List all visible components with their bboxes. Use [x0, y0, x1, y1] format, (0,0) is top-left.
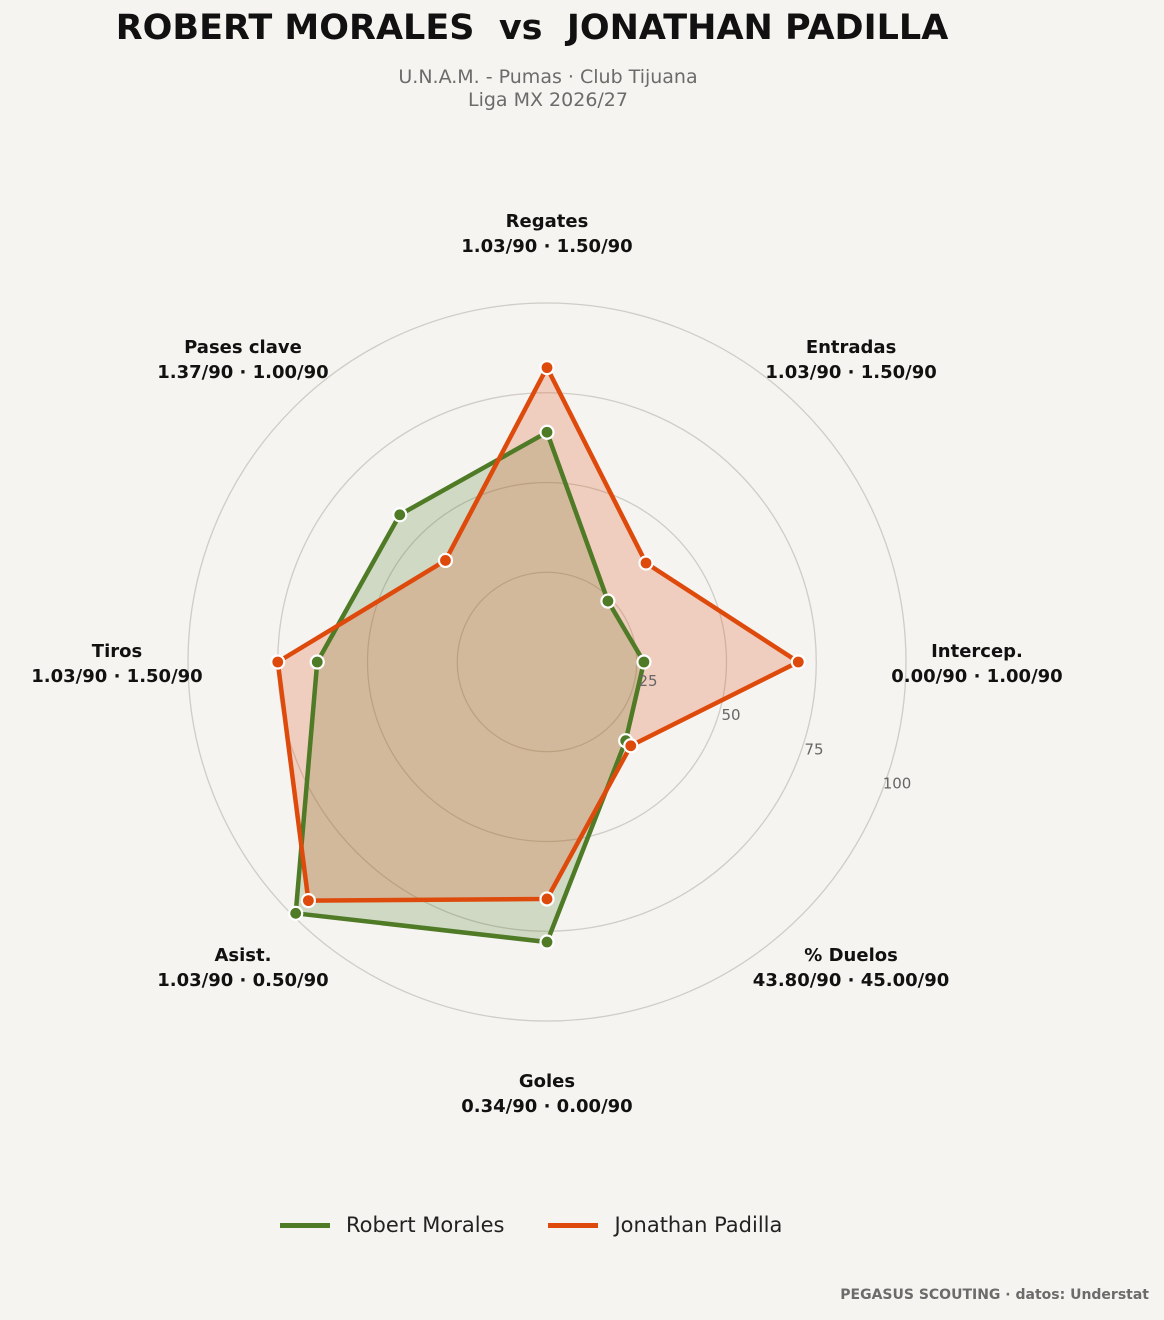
axis-values-duelos: 43.80/90 · 45.00/90 [753, 970, 950, 991]
axis-values-pases-clave: 1.37/90 · 1.00/90 [157, 362, 328, 383]
series-2-point-7 [270, 654, 286, 670]
axis-label-asist: Asist. [214, 945, 271, 966]
legend-label-series-2: Jonathan Padilla [614, 1213, 783, 1237]
series-2-point-2 [638, 555, 654, 571]
axis-values-asist: 1.03/90 · 0.50/90 [157, 970, 328, 991]
legend-swatch-series-2 [548, 1222, 599, 1228]
series-2-point-5 [539, 891, 555, 907]
series-area-1 [295, 432, 644, 943]
radial-tick-label-50: 50 [721, 706, 740, 724]
axis-label-goles: Goles [519, 1071, 575, 1092]
series-2-point-1 [539, 360, 555, 376]
axis-label-regates: Regates [506, 211, 589, 232]
series-2-point-6 [300, 893, 316, 909]
legend-swatch-series-1 [280, 1222, 330, 1228]
axis-values-intercep: 0.00/90 · 1.00/90 [891, 666, 1062, 687]
radial-tick-label-25: 25 [638, 672, 657, 690]
series-1-point-5 [539, 934, 555, 950]
chart-legend: Robert Morales Jonathan Padilla [280, 1210, 826, 1240]
axis-label-intercep: Intercep. [931, 641, 1023, 662]
series-area-2 [277, 367, 799, 901]
axis-label-entradas: Entradas [806, 337, 896, 358]
axis-label-tiros: Tiros [92, 641, 142, 662]
axis-values-goles: 0.34/90 · 0.00/90 [461, 1096, 632, 1117]
radial-tick-label-100: 100 [883, 774, 912, 792]
series-2-point-3 [790, 654, 806, 670]
axis-label-duelos: % Duelos [804, 945, 898, 966]
chart-subtitle-teams: U.N.A.M. - Pumas · Club Tijuana [398, 66, 698, 88]
legend-label-series-1: Robert Morales [346, 1213, 505, 1237]
series-1-point-7 [309, 654, 325, 670]
radial-tick-label-75: 75 [804, 740, 823, 758]
chart-title: ROBERT MORALES vs JONATHAN PADILLA [115, 8, 949, 48]
axis-values-tiros: 1.03/90 · 1.50/90 [31, 666, 202, 687]
series-2-point-8 [437, 552, 454, 569]
legend-item-series-2: Jonathan Padilla [548, 1213, 782, 1237]
data-source-credit: PEGASUS SCOUTING · datos: Understat [840, 1287, 1149, 1303]
axis-values-entradas: 1.03/90 · 1.50/90 [765, 362, 936, 383]
legend-item-series-1: Robert Morales [280, 1213, 504, 1237]
series-1-point-3 [636, 654, 652, 670]
grid-circle-100 [187, 302, 907, 1022]
chart-subtitle-season: Liga MX 2026/27 [468, 89, 628, 111]
series-1-point-6 [288, 905, 304, 921]
axis-values-regates: 1.03/90 · 1.50/90 [461, 236, 632, 257]
axis-label-pases-clave: Pases clave [184, 337, 302, 358]
series-1-point-8 [392, 507, 408, 523]
radar-chart: 25 50 75 100 Regates 1.03/90 · 1.50/90 Entrada… [31, 211, 1062, 1117]
series-2-point-4 [623, 738, 639, 754]
grid-circle-50 [366, 481, 728, 843]
series-1-point-2 [600, 593, 616, 609]
series-1-point-1 [539, 424, 555, 440]
